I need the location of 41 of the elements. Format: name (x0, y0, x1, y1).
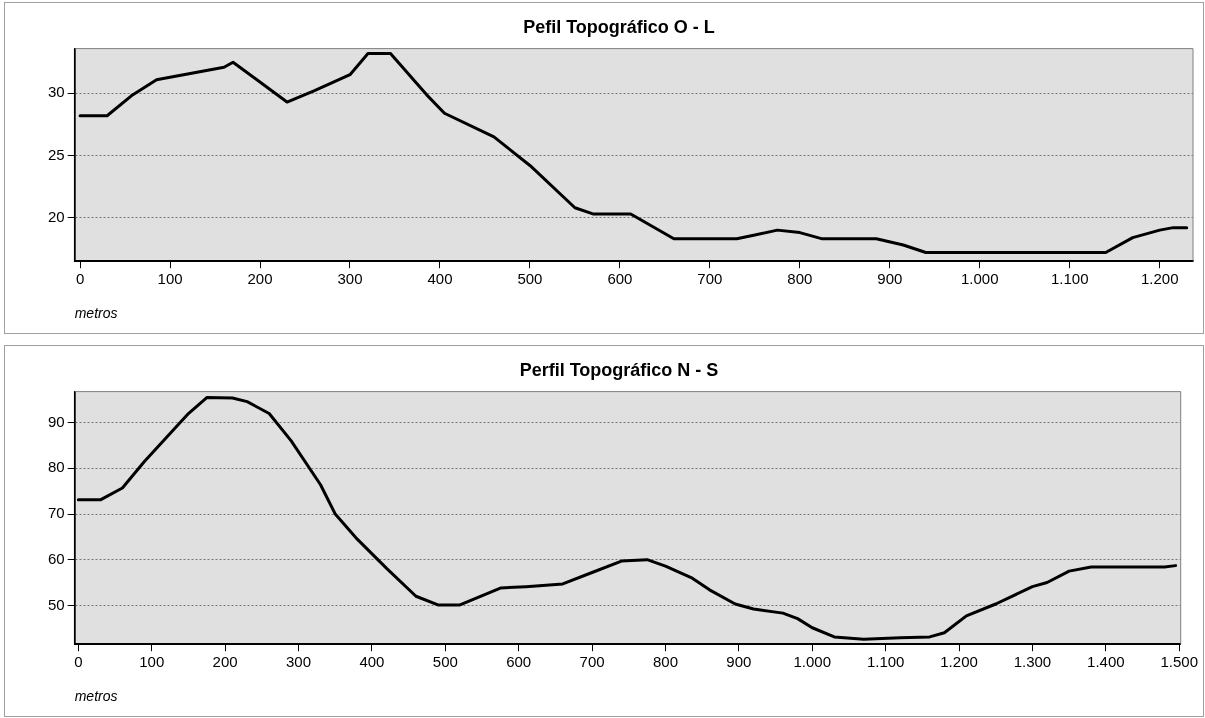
x-tick-label: 300 (337, 270, 363, 288)
x-tick-label: 700 (697, 270, 723, 288)
x-tick-label: 1.100 (1050, 270, 1089, 288)
x-tick-label: 1.500 (1160, 653, 1198, 671)
x-tick-label: 1.200 (940, 653, 978, 671)
y-tick-label: 50 (48, 595, 65, 613)
x-tick-label: 800 (652, 653, 678, 671)
x-tick-label: 100 (157, 270, 183, 288)
x-tick-label: 100 (139, 653, 165, 671)
x-tick-label: 1.200 (1140, 270, 1179, 288)
chart-title: Perfil Topográfico N - S (519, 359, 719, 380)
x-tick-label: 900 (726, 653, 752, 671)
y-tick-label: 90 (48, 412, 65, 430)
x-tick-label: 200 (247, 270, 273, 288)
x-axis-title: metros (74, 305, 118, 322)
x-tick-label: 700 (579, 653, 605, 671)
x-tick-label: 900 (877, 270, 903, 288)
x-tick-label: 0 (74, 653, 83, 671)
x-tick-label: 500 (432, 653, 458, 671)
y-tick-label: 20 (48, 207, 65, 225)
y-tick-label: 30 (48, 83, 65, 101)
y-tick-label: 70 (48, 504, 65, 522)
y-tick-label: 60 (48, 549, 65, 567)
y-tick-label: 25 (48, 145, 65, 163)
x-tick-label: 600 (607, 270, 633, 288)
x-tick-label: 1.000 (793, 653, 832, 671)
x-tick-label: 800 (787, 270, 813, 288)
x-tick-label: 1.000 (961, 270, 999, 288)
x-tick-label: 200 (212, 653, 238, 671)
x-tick-label: 500 (517, 270, 543, 288)
x-tick-label: 400 (427, 270, 453, 288)
x-tick-label: 1.300 (1013, 653, 1052, 671)
x-tick-label: 600 (506, 653, 532, 671)
x-tick-label: 0 (75, 270, 85, 288)
x-tick-label: 300 (286, 653, 312, 671)
y-tick-label: 80 (48, 458, 65, 476)
chart-title: Pefil Topográfico O - L (523, 16, 715, 37)
x-tick-label: 1.100 (866, 653, 905, 671)
x-tick-label: 400 (359, 653, 385, 671)
x-axis-title: metros (74, 688, 118, 705)
x-tick-label: 1.400 (1087, 653, 1125, 671)
